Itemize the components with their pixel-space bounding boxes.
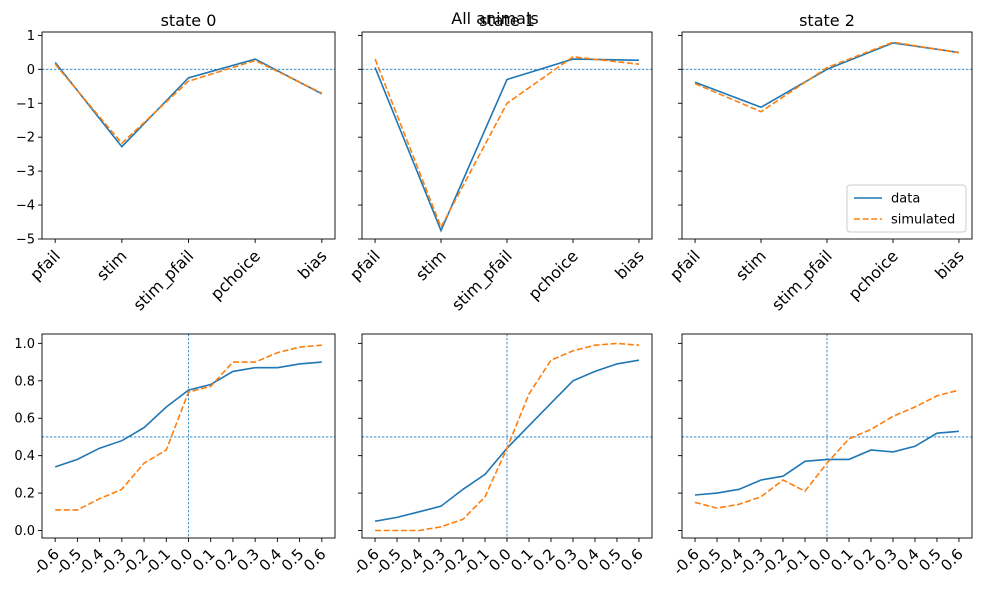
series-line-simulated <box>54 59 323 145</box>
legend-label-simulated: simulated <box>891 213 955 228</box>
y-tick-label: 0.0 <box>14 524 35 539</box>
series-line-data <box>374 58 640 233</box>
series-line-data <box>694 42 960 109</box>
y-tick-label: 0.6 <box>14 412 35 427</box>
subplot-psychometric-1: -0.6-0.5-0.4-0.3-0.2-0.10.00.10.20.30.40… <box>349 333 653 579</box>
x-tick-label: 0.6 <box>937 545 967 575</box>
subplot-title: state 2 <box>799 11 855 30</box>
x-tick-label: pchoice <box>207 246 264 303</box>
series-line-data <box>694 430 959 496</box>
x-tick-label: pfail <box>346 246 384 284</box>
y-tick-label: 0 <box>27 63 35 78</box>
y-tick-label: 0.8 <box>14 374 35 389</box>
subplot-title: state 0 <box>161 11 217 30</box>
subplot-psychometric-2: -0.6-0.5-0.4-0.3-0.2-0.10.00.10.20.30.40… <box>669 333 973 579</box>
x-tick-label: 0.6 <box>300 545 330 575</box>
x-tick-label: pfail <box>26 246 64 284</box>
x-tick-label: stim_pfail <box>768 246 837 315</box>
legend-label-data: data <box>891 192 920 207</box>
x-tick-label: stim_pfail <box>129 246 198 315</box>
subplot-title: state 1 <box>479 11 535 30</box>
x-tick-label: bias <box>611 246 648 283</box>
x-tick-label: pchoice <box>525 246 582 303</box>
x-tick-label: pchoice <box>845 246 902 303</box>
series-line-simulated <box>694 389 960 509</box>
axes-frame <box>41 31 336 240</box>
x-tick-label: stim <box>412 246 450 284</box>
y-tick-label: −5 <box>16 233 35 248</box>
x-tick-label: stim_pfail <box>448 246 517 315</box>
y-tick-label: 1 <box>27 29 35 44</box>
legend-box <box>846 184 967 233</box>
x-tick-label: stim <box>732 246 770 284</box>
x-tick-label: 0.6 <box>617 545 647 575</box>
series-line-simulated <box>375 342 640 532</box>
subplot-psychometric-0: 0.00.20.40.60.81.0-0.6-0.5-0.4-0.3-0.2-0… <box>14 333 336 579</box>
y-tick-label: −2 <box>16 131 35 146</box>
legend: data simulated <box>846 184 967 233</box>
x-tick-label: bias <box>931 246 968 283</box>
series-line-data <box>54 58 323 148</box>
y-tick-label: 0.2 <box>14 487 35 502</box>
figure-suptitle: All animals <box>451 9 538 28</box>
series-line-simulated <box>374 55 640 230</box>
x-tick-label: stim <box>93 246 131 284</box>
y-tick-label: 0.4 <box>14 449 35 464</box>
y-tick-label: −4 <box>16 199 35 214</box>
y-tick-label: 1.0 <box>14 337 35 352</box>
y-tick-label: −1 <box>16 97 35 112</box>
series-line-simulated <box>694 41 960 113</box>
series-line-simulated <box>55 344 322 511</box>
x-tick-label: bias <box>294 246 331 283</box>
x-tick-label: pfail <box>666 246 704 284</box>
y-tick-label: −3 <box>16 165 35 180</box>
series-line-data <box>54 361 322 468</box>
